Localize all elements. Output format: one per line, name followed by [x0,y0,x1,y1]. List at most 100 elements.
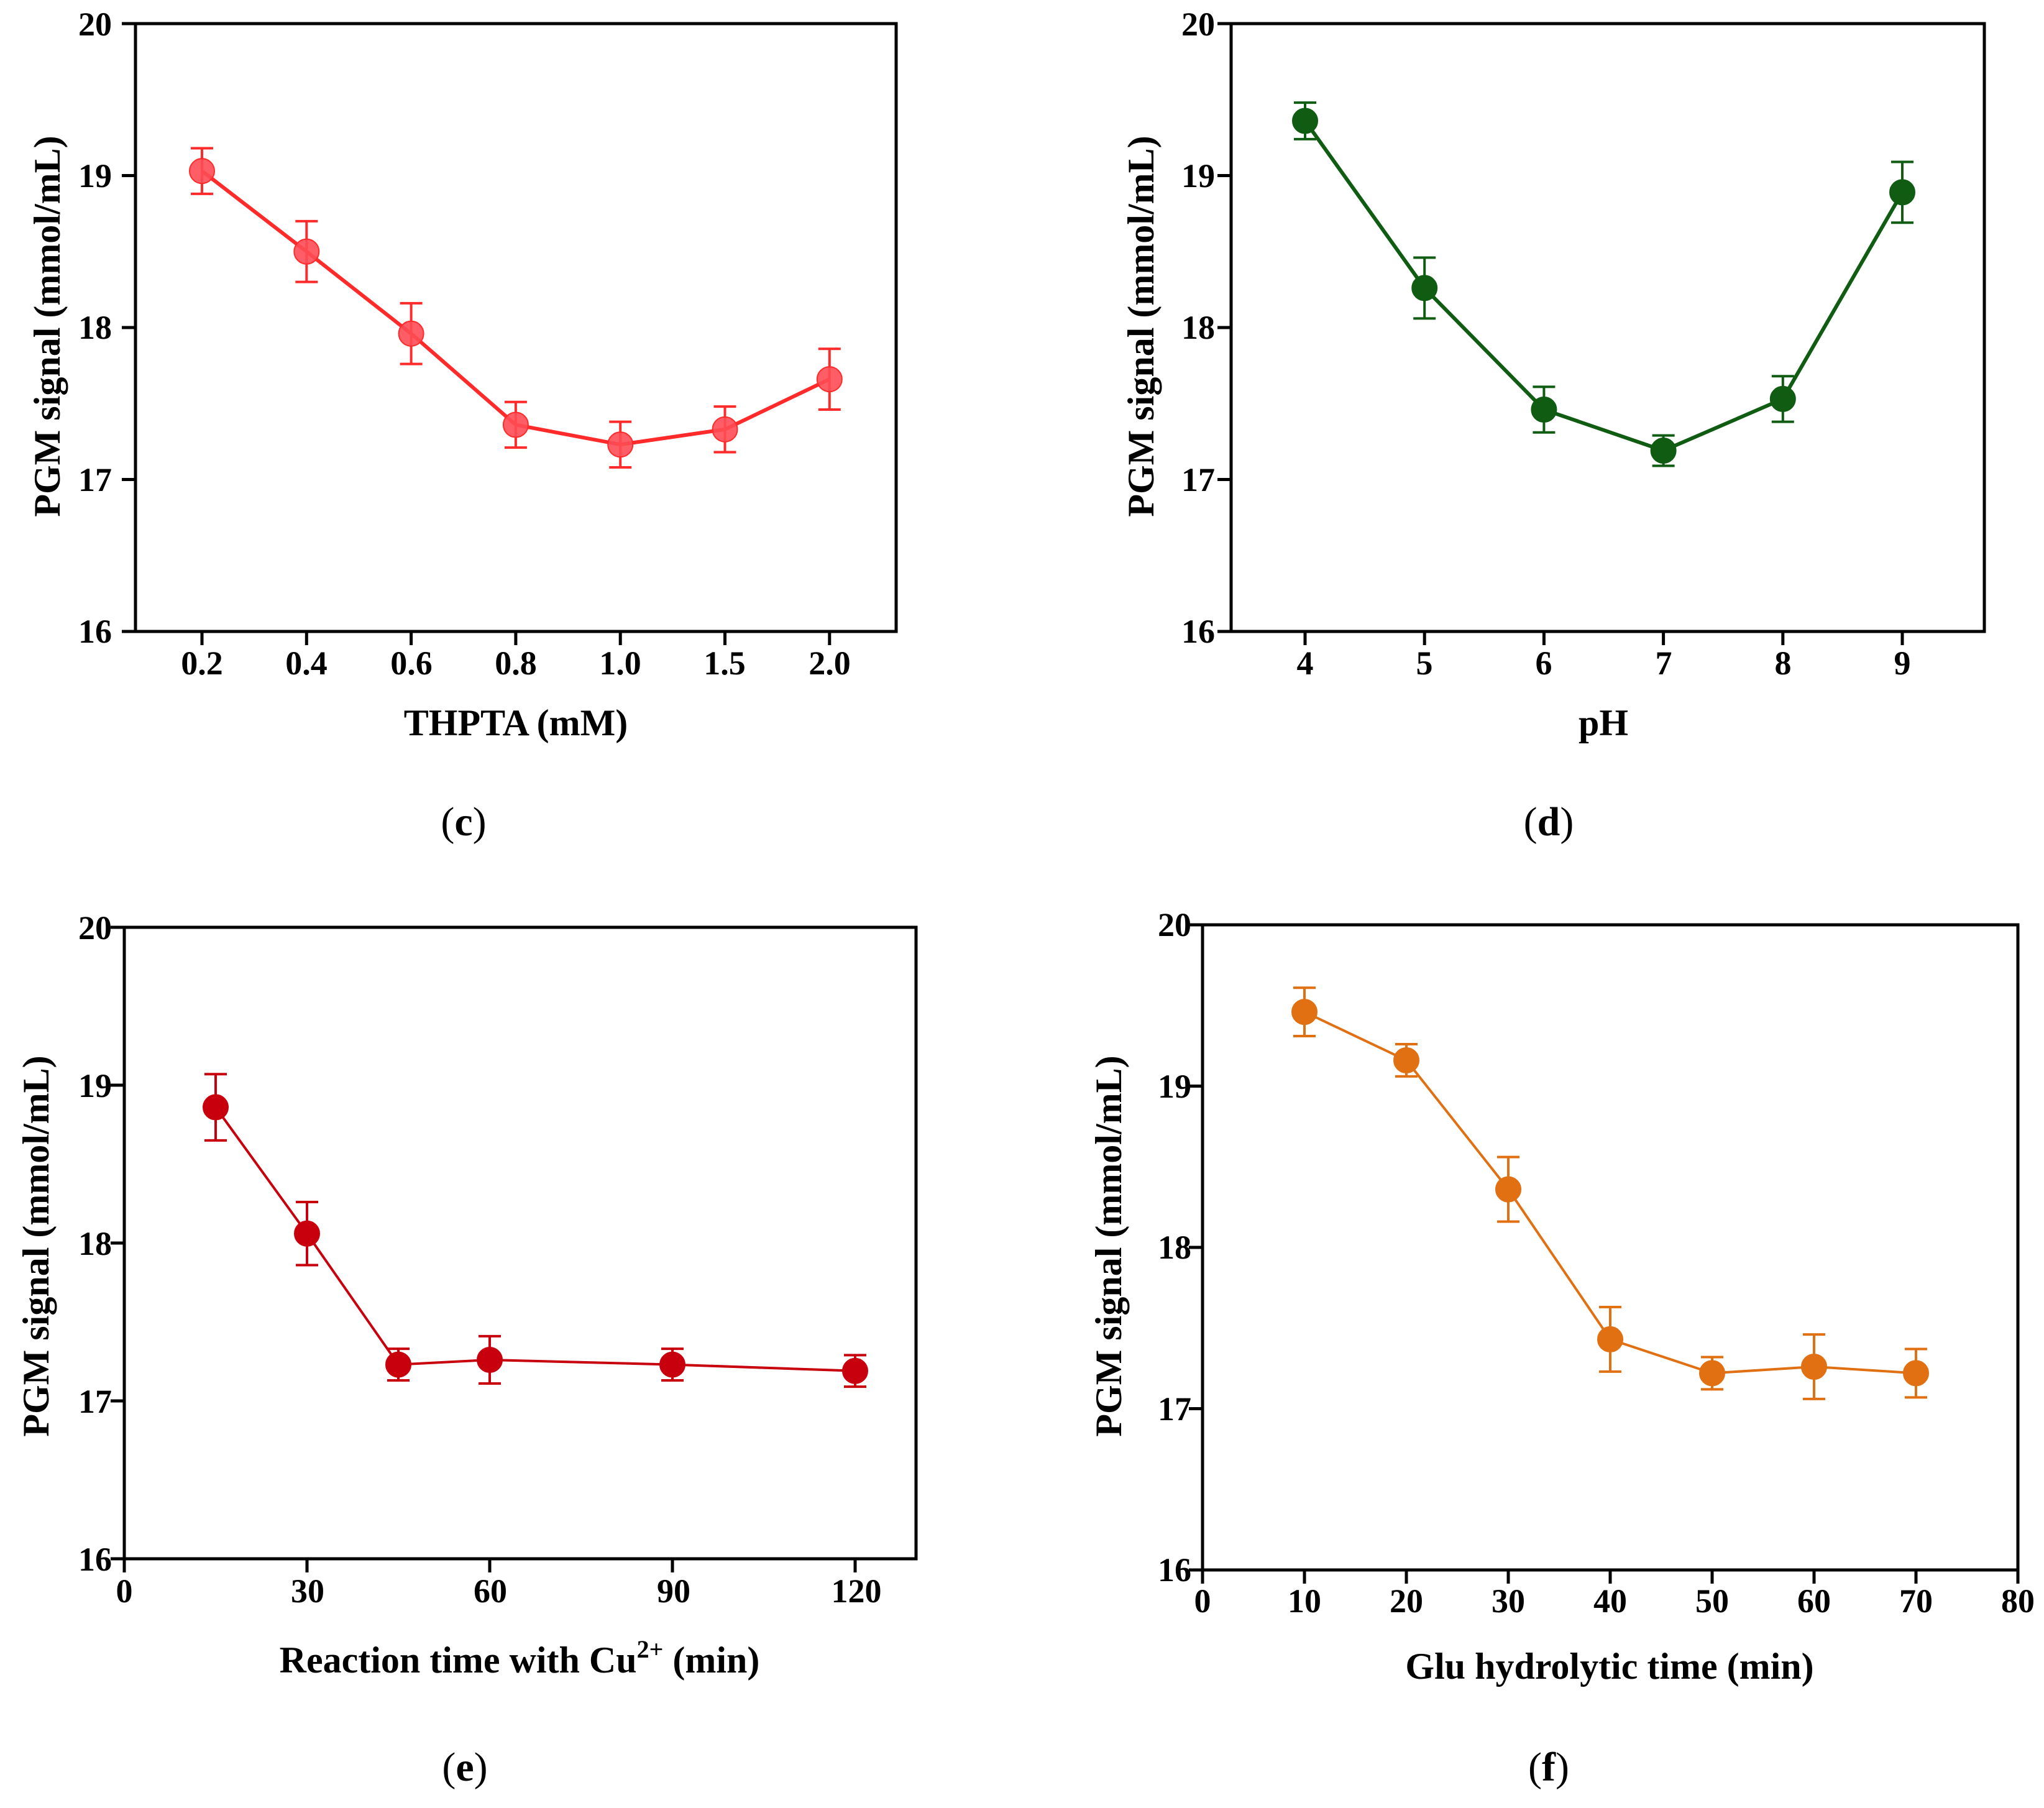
plot-area [111,925,918,1572]
y-tick-label: 18 [78,1225,112,1262]
data-point [1291,999,1318,1026]
y-tick-label: 17 [1158,1390,1191,1428]
x-tick-label: 120 [832,1572,882,1610]
data-point [203,1094,229,1121]
x-tick-label: 0 [1194,1582,1211,1620]
x-tick-label: 9 [1894,645,1911,682]
y-tick-label: 16 [1158,1551,1191,1589]
data-point [189,158,215,185]
x-axis-title: Reaction time with Cu2+ (min) [280,1635,760,1681]
y-tick-label: 20 [1158,906,1191,943]
x-tick-label: 50 [1695,1582,1729,1620]
y-tick-label: 19 [1181,157,1215,195]
y-tick-labels: 16 17 18 19 20 [1181,6,1215,650]
y-axis-title: PGM signal (mmol/mL) [16,1055,57,1436]
y-axis-title: PGM signal (mmol/mL) [1121,135,1162,516]
data-point [816,366,843,393]
panel-label-c: (c) [441,799,486,845]
data-point [1495,1176,1521,1203]
x-tick-label: 0.6 [390,645,433,682]
plot-area [1189,923,2020,1584]
plot-area [122,22,898,645]
series-line [214,1106,856,1372]
data-point [294,1220,320,1247]
y-tick-label: 19 [1158,1068,1191,1105]
chart-panel-f: 16 17 18 19 20 0 10 20 30 40 50 60 70 80… [1088,906,2035,1790]
data-point [502,411,529,438]
data-point [293,238,320,265]
y-tick-label: 18 [1158,1229,1191,1266]
plot-area [1217,22,1986,645]
x-tick-label: 1.0 [599,645,641,682]
data-point [607,431,634,458]
data-point [659,1351,685,1378]
y-axis-title: PGM signal (mmol/mL) [27,135,68,516]
x-tick-label: 0 [116,1572,133,1610]
x-tick-label: 80 [2001,1582,2035,1620]
x-tick-label: 70 [1899,1582,1933,1620]
data-point [1769,385,1796,412]
y-tick-labels: 16 17 18 19 20 [78,6,112,650]
x-tick-label: 0.4 [285,645,328,682]
data-point [1531,397,1557,423]
panel-label-f: (f) [1528,1745,1569,1790]
x-tick-label: 2.0 [809,645,851,682]
x-axis-title: Glu hydrolytic time (min) [1405,1646,1813,1687]
y-axis-title: PGM signal (mmol/mL) [1088,1055,1129,1436]
y-tick-label: 16 [1181,613,1215,650]
x-tick-labels: 0.2 0.4 0.6 0.8 1.0 1.5 2.0 [181,645,851,682]
data-point [1699,1360,1725,1387]
x-tick-labels: 4 5 6 7 8 9 [1297,645,1911,682]
x-tick-label: 8 [1775,645,1792,682]
data-point [712,416,738,443]
y-tick-label: 20 [78,6,112,43]
data-point [1801,1354,1827,1380]
x-axis-title: THPTA (mM) [404,702,628,743]
y-tick-labels: 16 17 18 19 20 [1158,906,1191,1589]
y-tick-labels: 16 17 18 19 20 [78,909,112,1578]
y-tick-label: 16 [78,1541,112,1578]
x-tick-labels: 0 30 60 90 120 [116,1572,882,1610]
plot-frame [134,22,898,633]
x-tick-label: 1.5 [703,645,746,682]
plot-frame [122,925,918,1561]
chart-panel-d: 16 17 18 19 20 4 5 6 7 8 9 pH PGM signal… [1121,6,1986,845]
y-tick-label: 20 [1181,6,1215,43]
y-tick-label: 17 [78,461,112,498]
y-tick-label: 17 [1181,461,1215,498]
series-line [1303,119,1904,453]
data-point [1411,275,1438,301]
data-point [1650,438,1677,464]
y-tick-label: 18 [78,309,112,346]
y-tick-label: 18 [1181,309,1215,346]
data-point [398,320,424,347]
x-tick-label: 5 [1416,645,1433,682]
panel-label-d: (d) [1524,799,1574,845]
x-tick-label: 4 [1297,645,1314,682]
x-axis-title: pH [1579,702,1628,743]
data-point [1597,1326,1623,1352]
data-point [477,1346,503,1373]
x-tick-label: 0.2 [181,645,223,682]
y-tick-label: 16 [78,613,112,650]
y-tick-label: 20 [78,909,112,947]
y-tick-label: 19 [78,1067,112,1104]
chart-panel-e: 16 17 18 19 20 0 30 60 90 120 Reaction t… [16,909,918,1790]
x-tick-label: 60 [1797,1582,1831,1620]
x-tick-label: 20 [1390,1582,1423,1620]
data-point [1889,179,1915,206]
x-tick-label: 7 [1656,645,1672,682]
data-point [1292,108,1318,134]
chart-panel-c: 16 17 18 19 20 0.2 0.4 0.6 0.8 1.0 1.5 2… [27,6,898,845]
x-tick-label: 60 [474,1572,507,1610]
x-tick-label: 90 [657,1572,690,1610]
plot-frame [1229,22,1986,633]
x-tick-label: 0.8 [495,645,537,682]
x-tick-labels: 0 10 20 30 40 50 60 70 80 [1194,1582,2035,1620]
data-point [1903,1360,1929,1387]
x-tick-label: 30 [1492,1582,1525,1620]
x-tick-label: 10 [1288,1582,1321,1620]
panel-label-e: (e) [442,1745,487,1790]
x-tick-label: 6 [1536,645,1552,682]
